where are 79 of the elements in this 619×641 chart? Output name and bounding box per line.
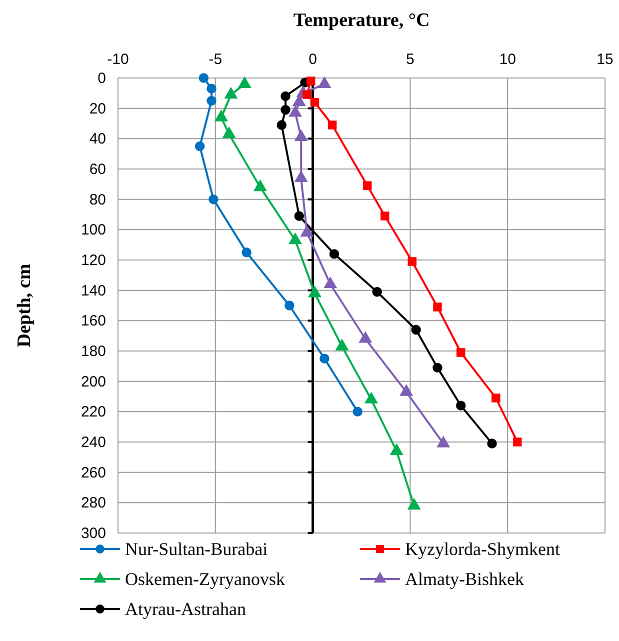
y-tick-label: 100	[80, 222, 106, 239]
legend-label: Oskemen-Zyryanovsk	[125, 569, 285, 589]
x-tick-label: -10	[107, 51, 129, 68]
point	[206, 96, 216, 106]
point	[254, 180, 267, 192]
legend-label: Nur-Sultan-Burabai	[125, 539, 268, 559]
point	[302, 90, 312, 100]
point	[294, 170, 308, 182]
point	[372, 286, 382, 297]
point	[198, 73, 209, 83]
x-tick-label: -5	[208, 51, 222, 68]
y-tick-label: 80	[89, 191, 106, 208]
point	[288, 232, 302, 244]
point	[352, 406, 362, 417]
point	[362, 181, 372, 190]
point	[320, 354, 330, 364]
point	[284, 300, 294, 310]
y-tick-label: 300	[80, 525, 106, 542]
point	[456, 348, 466, 357]
point	[300, 225, 314, 237]
x-axis-title: Temperature, °C	[293, 10, 430, 31]
point	[288, 106, 302, 117]
y-tick-label: 0	[98, 70, 106, 87]
point	[222, 126, 236, 138]
x-tick-label: 5	[406, 51, 414, 68]
point	[206, 84, 216, 94]
point	[194, 141, 205, 152]
point	[359, 332, 372, 343]
y-tick-label: 240	[80, 434, 106, 451]
y-tick-label: 60	[89, 161, 106, 178]
legend-label: Atyrau-Astrahan	[125, 599, 246, 619]
y-axis-title: Depth, cm	[14, 264, 35, 348]
point	[308, 286, 322, 298]
point	[276, 120, 286, 130]
point	[280, 91, 290, 102]
point	[364, 392, 378, 404]
point	[224, 87, 238, 99]
point	[492, 394, 500, 402]
x-tick-label: 0	[308, 51, 317, 68]
point	[280, 104, 290, 115]
y-tick-label: 20	[89, 100, 106, 118]
point	[328, 120, 337, 130]
y-tick-label: 260	[80, 464, 106, 482]
y-tick-label: 180	[80, 343, 106, 360]
point	[329, 249, 340, 259]
point	[306, 76, 316, 86]
point	[408, 257, 417, 266]
point	[294, 211, 304, 221]
point	[456, 400, 466, 410]
point	[380, 212, 390, 220]
point	[324, 276, 337, 288]
y-tick-label: 140	[80, 282, 106, 300]
point	[487, 438, 497, 448]
point	[411, 324, 421, 335]
y-tick-label: 120	[80, 252, 106, 269]
point	[336, 339, 348, 350]
y-tick-label: 220	[80, 404, 106, 421]
y-tick-label: 280	[80, 494, 106, 512]
y-tick-label: 160	[80, 312, 106, 330]
point	[408, 498, 420, 510]
y-tick-label: 200	[80, 373, 106, 390]
x-tick-label: 10	[499, 51, 516, 68]
legend-label: Kyzylorda-Shymkent	[405, 539, 560, 559]
point	[400, 384, 413, 396]
point	[294, 130, 308, 142]
point	[242, 248, 252, 258]
point	[214, 110, 228, 122]
point	[432, 362, 442, 373]
y-tick-label: 40	[89, 130, 106, 148]
x-tick-label: 15	[596, 51, 614, 68]
legend-label: Almaty-Bishkek	[405, 569, 524, 589]
point	[390, 444, 403, 455]
point	[318, 76, 331, 88]
point	[238, 76, 252, 88]
point	[512, 438, 522, 446]
point	[436, 436, 450, 448]
point	[310, 98, 320, 107]
point	[433, 302, 442, 312]
point	[208, 194, 218, 204]
